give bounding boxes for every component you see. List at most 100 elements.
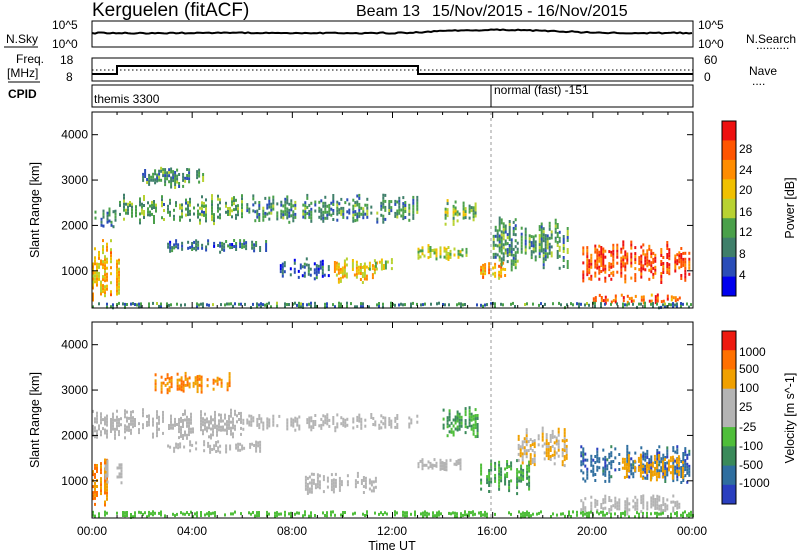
radar-cell — [528, 240, 531, 244]
radar-cell — [265, 243, 268, 246]
radar-cell — [303, 262, 306, 266]
radar-cell — [191, 443, 194, 447]
radar-cell — [272, 198, 275, 202]
radar-cell — [684, 263, 687, 267]
radar-cell — [138, 305, 140, 309]
radar-cell — [420, 303, 422, 307]
radar-cell — [340, 305, 342, 309]
radar-cell — [612, 273, 615, 277]
radar-cell — [102, 278, 104, 282]
radar-cell — [294, 203, 297, 207]
radar-cell — [570, 302, 572, 306]
radar-cell — [193, 212, 195, 216]
radar-cell — [644, 256, 647, 260]
radar-cell — [618, 453, 621, 456]
radar-cell — [252, 419, 255, 423]
radar-cell — [512, 247, 515, 251]
radar-cell — [649, 463, 652, 467]
radar-cell — [646, 258, 649, 262]
radar-cell — [183, 445, 186, 449]
radar-cell — [538, 240, 541, 244]
radar-cell — [100, 486, 102, 490]
radar-cell — [447, 255, 450, 258]
radar-cell — [402, 303, 404, 307]
radar-cell — [667, 465, 670, 469]
radar-cell — [546, 237, 549, 241]
radar-cell — [676, 503, 679, 507]
radar-cell — [390, 425, 393, 429]
radar-cell — [306, 488, 309, 492]
radar-cell — [102, 418, 104, 422]
radar-cell — [627, 466, 630, 470]
radar-cell — [308, 419, 311, 423]
radar-cell — [342, 511, 344, 514]
radar-cell — [458, 212, 461, 216]
radar-cell — [498, 487, 501, 491]
radar-cell — [540, 237, 543, 241]
radar-cell — [118, 267, 120, 271]
radar-cell — [681, 466, 684, 470]
radar-cell — [688, 257, 691, 261]
radar-cell — [482, 272, 485, 276]
radar-cell — [508, 480, 511, 484]
radar-cell — [162, 174, 165, 178]
radar-cell — [203, 201, 205, 205]
radar-cell — [412, 301, 414, 305]
radar-cell — [676, 302, 678, 306]
radar-cell — [482, 269, 485, 273]
radar-cell — [153, 218, 155, 221]
radar-cell — [610, 302, 612, 306]
radar-cell — [201, 207, 203, 211]
radar-cell — [366, 203, 369, 207]
radar-cell — [540, 240, 543, 244]
radar-cell — [561, 439, 564, 443]
radar-cell — [688, 512, 690, 516]
radar-cell — [610, 277, 613, 281]
radar-cell — [219, 241, 222, 245]
radar-cell — [370, 489, 373, 493]
radar-cell — [504, 239, 507, 243]
radar-cell — [303, 265, 306, 269]
radar-cell — [245, 244, 248, 248]
radar-cell — [94, 420, 96, 424]
radar-cell — [196, 381, 199, 385]
radar-cell — [176, 387, 179, 391]
radar-cell — [630, 261, 633, 265]
radar-cell — [229, 206, 231, 210]
radar-cell — [278, 512, 280, 516]
radar-cell — [662, 268, 665, 271]
radar-cell — [586, 514, 588, 518]
radar-cell — [582, 276, 585, 280]
radar-cell — [537, 437, 540, 441]
radar-cell — [235, 216, 237, 220]
radar-cell — [196, 173, 199, 177]
radar-cell — [250, 420, 253, 424]
radar-cell — [252, 416, 255, 420]
radar-cell — [580, 454, 583, 458]
radar-cell — [344, 511, 346, 514]
radar-cell — [338, 301, 340, 305]
radar-cell — [596, 447, 599, 451]
radar-cell — [92, 274, 94, 278]
radar-cell — [356, 480, 359, 484]
radar-cell — [675, 469, 678, 473]
radar-cell — [229, 246, 232, 250]
radar-cell — [439, 464, 442, 468]
radar-cell — [508, 235, 511, 238]
radar-cell — [658, 507, 661, 511]
radar-cell — [330, 513, 332, 517]
radar-cell — [628, 502, 631, 506]
radar-cell — [268, 205, 271, 209]
radar-cell — [400, 208, 403, 212]
radar-cell — [106, 474, 109, 478]
radar-cell — [543, 451, 546, 455]
radar-cell — [394, 303, 396, 307]
radar-cell — [582, 501, 585, 505]
radar-cell — [209, 450, 212, 454]
radar-cell — [352, 426, 355, 430]
radar-cell — [124, 436, 126, 440]
radar-cell — [506, 466, 509, 469]
radar-cell — [334, 472, 337, 476]
radar-cell — [608, 496, 611, 499]
radar-cell — [460, 515, 462, 519]
